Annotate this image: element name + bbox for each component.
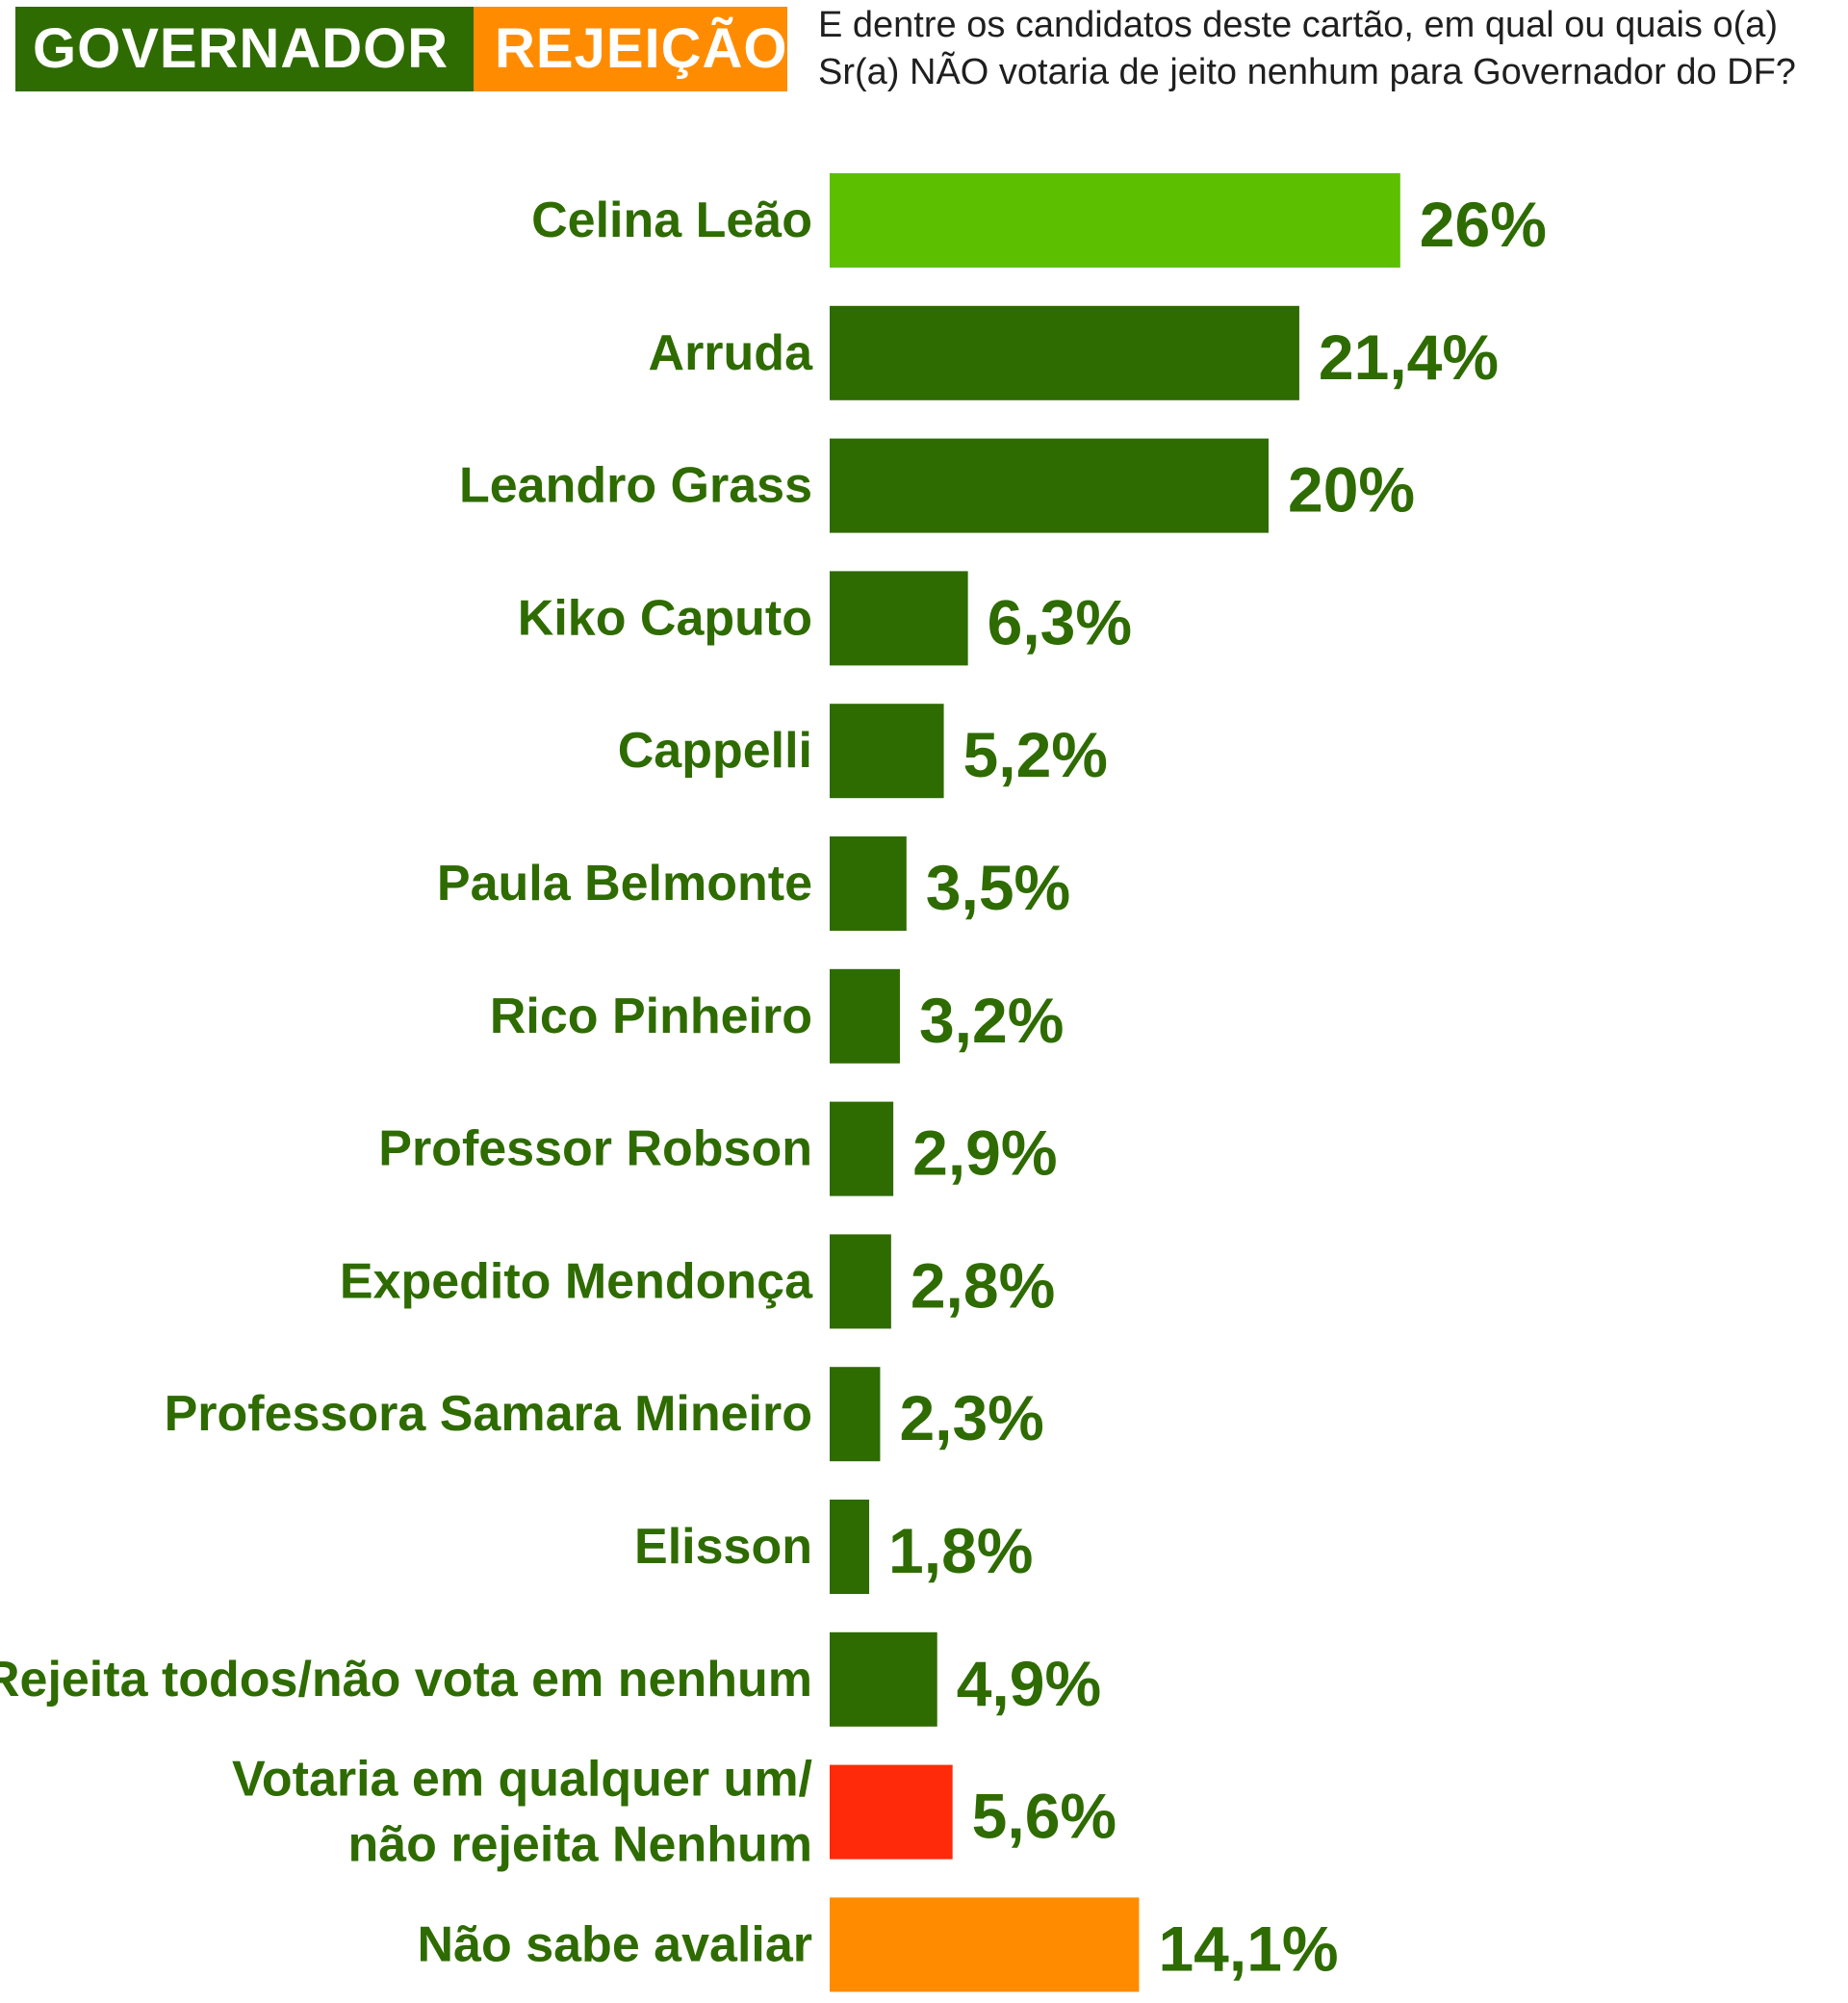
category-label-1: Arruda <box>649 325 814 381</box>
bar-5 <box>830 836 907 931</box>
bar-7 <box>830 1101 894 1196</box>
category-label-0: Celina Leão <box>531 193 812 248</box>
value-label-3: 6,3% <box>988 586 1132 657</box>
value-label-8: 2,8% <box>911 1249 1055 1321</box>
category-label-8: Expedito Mendonça <box>340 1253 813 1309</box>
bar-6 <box>830 968 900 1064</box>
value-label-12: 5,6% <box>972 1781 1116 1852</box>
category-label-7: Professor Robson <box>378 1121 812 1177</box>
category-label-12-1: não rejeita Nenhum <box>347 1817 812 1873</box>
value-label-5: 3,5% <box>926 852 1070 923</box>
bar-0 <box>830 173 1400 268</box>
category-label-4: Cappelli <box>618 723 812 779</box>
bar-10 <box>830 1500 870 1594</box>
bar-8 <box>830 1234 891 1329</box>
bar-9 <box>830 1367 881 1462</box>
bar-3 <box>830 571 968 666</box>
bar-2 <box>830 438 1269 533</box>
value-label-7: 2,9% <box>912 1117 1057 1189</box>
value-label-11: 4,9% <box>957 1648 1101 1719</box>
bar-4 <box>830 704 944 799</box>
value-label-2: 20% <box>1288 454 1415 526</box>
category-label-6: Rico Pinheiro <box>490 989 812 1044</box>
value-label-1: 21,4% <box>1319 321 1499 393</box>
category-label-11: Rejeita todos/não vota em nenhum <box>0 1652 812 1708</box>
bar-13 <box>830 1897 1140 1992</box>
value-label-9: 2,3% <box>899 1382 1043 1453</box>
value-label-4: 5,2% <box>963 719 1108 790</box>
category-label-2: Leandro Grass <box>459 458 812 514</box>
survey-question: E dentre os candidatos deste cartão, em … <box>818 5 1796 92</box>
category-label-3: Kiko Caputo <box>518 590 812 646</box>
category-label-12-0: Votaria em qualquer um/ <box>232 1752 812 1808</box>
category-label-10: Elisson <box>634 1519 812 1575</box>
value-label-13: 14,1% <box>1158 1913 1338 1984</box>
chart-header: GOVERNADOR REJEIÇÃO E dentre os candidat… <box>0 0 1848 106</box>
category-label-5: Paula Belmonte <box>437 856 812 912</box>
category-label-13: Não sabe avaliar <box>418 1916 812 1972</box>
category-label-9: Professora Samara Mineiro <box>165 1386 812 1442</box>
bar-12 <box>830 1764 953 1860</box>
governador-tag: GOVERNADOR <box>15 7 474 91</box>
value-label-0: 26% <box>1420 189 1547 260</box>
bar-11 <box>830 1631 937 1727</box>
rejeicao-tag: REJEIÇÃO <box>474 7 787 91</box>
value-label-6: 3,2% <box>919 985 1064 1056</box>
value-label-10: 1,8% <box>888 1515 1033 1586</box>
bar-1 <box>830 305 1299 400</box>
